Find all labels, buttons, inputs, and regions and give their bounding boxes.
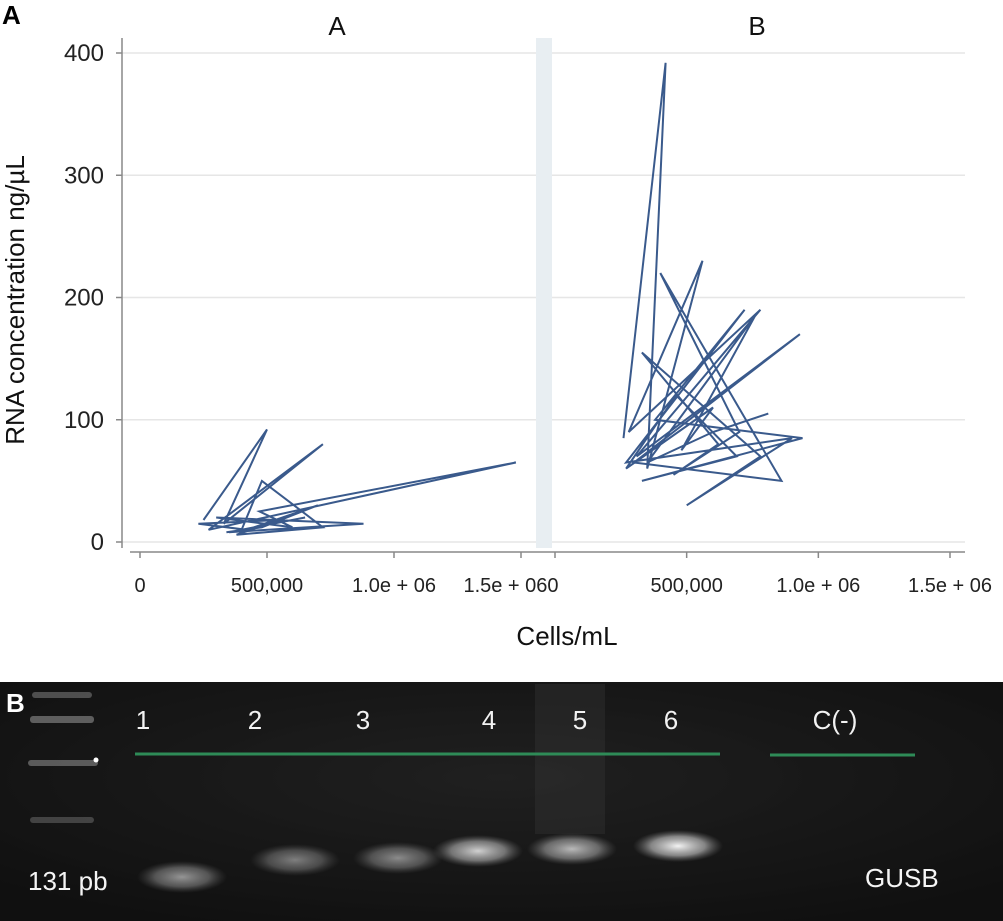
lane-label-4: 4 — [482, 705, 496, 735]
x-tick-label-b-1: 1.0e + 06 — [776, 575, 860, 597]
facet-b-title: B — [748, 11, 765, 41]
x-tick-label-a-1: 500,000 — [231, 575, 303, 597]
y-tick-label-1: 100 — [64, 407, 104, 434]
x-tick-label-b-2: 1.5e + 06 — [908, 575, 992, 597]
x-axis-title: Cells/mL — [516, 621, 617, 651]
y-axis-ticks: 0 100 200 300 400 — [64, 40, 122, 556]
lane-label-5: 5 — [573, 705, 587, 735]
band-size-label: 131 pb — [28, 866, 108, 896]
series-line-B — [622, 62, 803, 507]
lane-label-6: 6 — [664, 705, 678, 735]
panel-a-letter: A — [2, 0, 21, 30]
gel-bands — [137, 830, 723, 893]
facet-a-background — [122, 38, 542, 548]
lane-label-3: 3 — [356, 705, 370, 735]
band-lane-6 — [633, 830, 723, 862]
lane-labels: 1 2 3 4 5 6 C(-) — [136, 705, 858, 735]
lane-label-1: 1 — [136, 705, 150, 735]
y-tick-label-2: 200 — [64, 285, 104, 312]
panel-b-letter: B — [6, 688, 25, 718]
band-lane-4 — [433, 835, 523, 867]
band-lane-2 — [250, 844, 340, 876]
lane-label-2: 2 — [248, 705, 262, 735]
x-tick-label-b-0: 500,000 — [651, 575, 723, 597]
panel-a-chart: A A B 0 100 200 300 400 0 500,000 1.0e + 06 1.5… — [0, 0, 992, 651]
y-tick-label-3: 300 — [64, 162, 104, 189]
x-tick-label-a-2: 1.0e + 06 — [352, 575, 436, 597]
lane-5-smear — [535, 684, 605, 834]
y-tick-label-0: 0 — [91, 529, 104, 556]
gridlines — [122, 52, 965, 543]
facet-separator — [536, 38, 552, 548]
panel-b-gel: B 1 2 3 4 5 6 C(-) 131 pb GUSB — [0, 682, 1003, 921]
x-tick-label-a-0: 0 — [134, 575, 145, 597]
series-line-A — [198, 428, 517, 536]
x-axis-ticks: 0 500,000 1.0e + 06 1.5e + 060 500,000 1.0e +… — [134, 552, 992, 597]
y-tick-label-4: 400 — [64, 40, 104, 67]
ladder-lane — [28, 692, 99, 823]
facet-a-title: A — [328, 11, 346, 41]
y-axis-title: RNA concentration ng/µL — [0, 155, 30, 445]
lane-label-7: C(-) — [813, 705, 858, 735]
band-lane-3 — [353, 842, 443, 874]
facet-b-background — [552, 38, 965, 548]
band-lane-1 — [137, 861, 227, 893]
x-tick-label-a-3: 1.5e + 060 — [463, 575, 558, 597]
band-lane-5 — [527, 833, 617, 865]
data-series — [198, 62, 803, 536]
gene-label: GUSB — [865, 863, 939, 893]
